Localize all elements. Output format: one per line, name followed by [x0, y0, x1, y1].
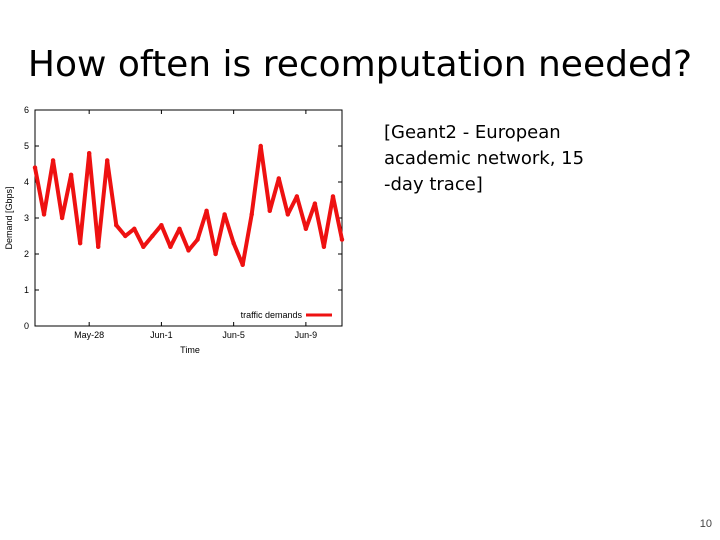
- data-point: [105, 158, 110, 163]
- data-point: [249, 212, 254, 217]
- slide-title: How often is recomputation needed?: [27, 44, 693, 85]
- data-point: [321, 244, 327, 249]
- data-point: [240, 262, 245, 267]
- y-tick-label: 6: [24, 105, 29, 115]
- data-point: [330, 194, 336, 199]
- data-point: [222, 212, 227, 217]
- data-point: [303, 226, 309, 231]
- data-point: [186, 248, 191, 253]
- data-point: [204, 208, 209, 213]
- x-tick-label: May-28: [74, 330, 104, 340]
- slide-number: 10: [699, 518, 712, 530]
- data-point: [141, 244, 146, 249]
- caption-line: academic network, 15: [384, 148, 585, 169]
- data-point: [132, 226, 137, 231]
- y-tick-label: 1: [24, 285, 29, 295]
- x-axis-title: Time: [180, 345, 200, 355]
- data-point: [41, 212, 47, 217]
- x-axis: May-28 Jun-1 Jun-5 Jun-9: [74, 110, 317, 340]
- caption-line: [Geant2 - European: [384, 122, 561, 143]
- data-point: [168, 244, 173, 249]
- y-axis-title: Demand [Gbps]: [4, 186, 14, 249]
- data-point: [267, 208, 272, 213]
- data-point: [150, 233, 155, 239]
- data-point: [195, 237, 200, 242]
- data-point: [294, 194, 300, 199]
- y-axis: 0 1 2 3 4 5 6: [24, 105, 342, 331]
- y-tick-label: 5: [24, 141, 29, 151]
- data-point: [213, 251, 218, 257]
- data-point: [285, 212, 291, 217]
- x-tick-label: Jun-5: [222, 330, 245, 340]
- y-tick-label: 0: [24, 321, 29, 331]
- data-point: [231, 241, 236, 246]
- data-point: [258, 143, 263, 149]
- data-point: [339, 237, 345, 242]
- caption-line: -day trace]: [384, 174, 483, 195]
- data-point: [159, 223, 164, 228]
- y-tick-label: 2: [24, 249, 29, 259]
- data-point: [276, 176, 281, 181]
- series-layer: [32, 143, 345, 267]
- caption: [Geant2 - European academic network, 15 …: [384, 120, 644, 198]
- y-tick-label: 4: [24, 177, 29, 187]
- series-line-traffic-demands: [33, 144, 344, 267]
- demand-chart: 0 1 2 3 4 5 6 May-28 Jun-1 Jun-5 Jun-9 traffic de…: [4, 105, 345, 355]
- legend-label: traffic demands: [241, 310, 303, 320]
- y-tick-label: 3: [24, 213, 29, 223]
- data-point: [312, 201, 318, 206]
- data-point: [77, 241, 83, 246]
- data-point: [123, 233, 128, 239]
- data-point: [59, 215, 65, 221]
- data-point: [96, 244, 101, 249]
- legend: traffic demands: [241, 310, 332, 320]
- x-tick-label: Jun-9: [295, 330, 318, 340]
- data-point: [50, 158, 56, 163]
- data-point: [32, 165, 38, 170]
- data-point: [86, 151, 92, 156]
- data-point: [177, 226, 182, 231]
- data-point: [68, 172, 74, 177]
- data-point: [114, 223, 119, 228]
- x-tick-label: Jun-1: [150, 330, 173, 340]
